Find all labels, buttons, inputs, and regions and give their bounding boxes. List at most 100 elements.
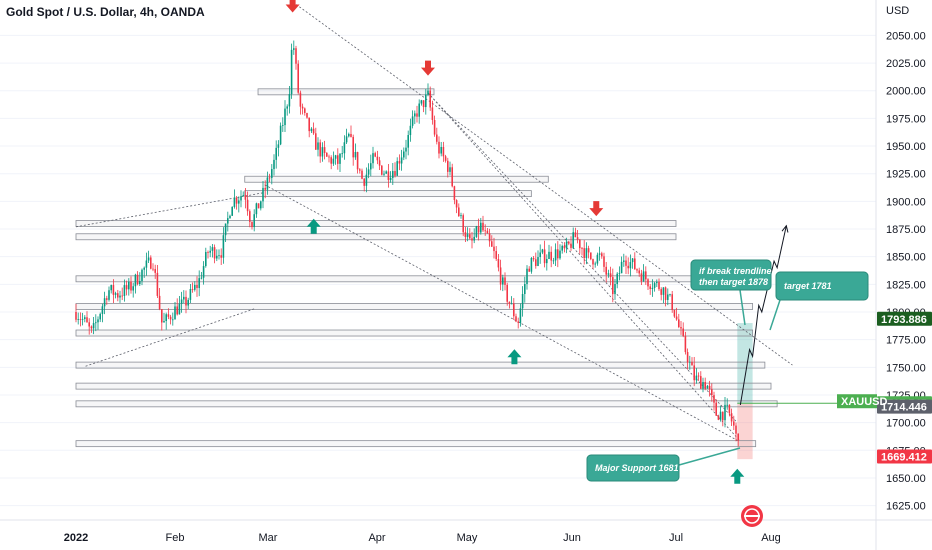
candle-body — [253, 214, 255, 228]
candle-body — [532, 258, 535, 260]
candle-body — [328, 156, 330, 158]
candle-body — [163, 321, 165, 323]
candle-body — [623, 260, 625, 262]
level-box — [244, 190, 532, 198]
candle-body — [132, 286, 134, 291]
candle-body — [106, 298, 108, 300]
candle-body — [649, 286, 651, 289]
candle-body — [130, 281, 132, 291]
candle-body — [667, 294, 669, 300]
candle-body — [101, 306, 104, 314]
candle-body — [673, 309, 676, 317]
candle-body — [286, 106, 288, 109]
candle-body — [268, 177, 271, 179]
profit-zone — [737, 323, 753, 404]
callout-pointer — [769, 299, 781, 331]
arrow-down-icon — [285, 0, 300, 13]
candle-body — [574, 232, 577, 238]
price-tag — [877, 449, 932, 464]
candle-body — [103, 298, 106, 307]
candle-body — [598, 253, 601, 255]
candle-body — [249, 211, 251, 222]
price-tick-label: 1900.00 — [886, 196, 926, 208]
candle-body — [156, 272, 159, 296]
candle-body — [546, 258, 548, 264]
candle-body — [348, 133, 350, 137]
symbol-tag — [837, 394, 877, 409]
candle-body — [572, 232, 574, 248]
candle-body — [79, 319, 82, 320]
candle-body — [675, 316, 678, 320]
candle-body — [444, 156, 447, 161]
candle-body — [77, 319, 79, 320]
candle-body — [187, 299, 189, 306]
candle-body — [704, 382, 706, 389]
callout-break-trendline: if break trendline then target 1878 — [690, 259, 772, 326]
candle-body — [183, 296, 185, 300]
candle-body — [471, 238, 473, 241]
candle-body — [537, 257, 539, 266]
candle-body — [147, 257, 150, 261]
candle-body — [414, 113, 416, 117]
price-axis[interactable]: 1625.001650.001675.001700.001725.001750.… — [886, 5, 926, 513]
time-axis[interactable]: 2022 Feb Mar Apr May Jun Jul Aug — [64, 532, 781, 544]
candle-body — [680, 327, 682, 329]
candle-body — [218, 255, 220, 257]
callout-text: Major Support 1681 — [595, 463, 679, 473]
level-box — [75, 400, 778, 408]
level-box — [75, 382, 772, 390]
candle-body — [231, 206, 233, 216]
price-tick-label: 2050.00 — [886, 30, 926, 42]
candle-body — [222, 235, 225, 258]
candle-body — [169, 316, 172, 320]
price-tick-label: 1625.00 — [886, 501, 926, 513]
candle-body — [95, 322, 97, 324]
price-tag — [877, 399, 932, 414]
trendlines — [75, 4, 793, 442]
price-tick-label: 1750.00 — [886, 362, 926, 374]
candle-body — [508, 301, 511, 304]
level-box — [244, 175, 549, 183]
candle-body — [737, 433, 739, 441]
time-tick-label: Jun — [563, 532, 581, 544]
level-box — [75, 275, 692, 283]
callout-text: if break trendline then target 1878 — [699, 266, 772, 287]
candle-body — [713, 395, 715, 403]
candle-body — [229, 215, 231, 219]
candle-body — [198, 278, 200, 289]
candle-body — [227, 218, 229, 224]
projection-line — [739, 225, 787, 406]
candle-body — [484, 230, 486, 232]
candle-body — [521, 294, 524, 309]
time-tick-label: May — [457, 532, 478, 544]
candle-body — [440, 146, 442, 154]
candle-body — [108, 290, 110, 300]
time-tick-label: Aug — [761, 532, 781, 544]
arrow-up-icon — [730, 468, 745, 484]
candle-body — [319, 142, 321, 157]
candle-body — [86, 317, 88, 323]
candle-body — [92, 323, 95, 329]
candle-body — [238, 200, 240, 204]
candle-body — [517, 321, 519, 323]
arrow-up-icon — [507, 349, 522, 365]
candle-body — [372, 153, 374, 164]
price-tick-label: 1650.00 — [886, 473, 926, 485]
candle-body — [196, 284, 198, 289]
level-box — [75, 329, 754, 337]
candle-body — [365, 174, 368, 186]
candle-body — [176, 306, 178, 315]
candle-body — [90, 326, 93, 329]
price-tag-label: 1714.446 — [881, 402, 927, 414]
candle-body — [418, 103, 420, 117]
tradingview-logo-icon[interactable] — [741, 505, 763, 527]
candle-body — [535, 259, 537, 266]
candle-body — [453, 186, 456, 201]
candle-body — [638, 270, 640, 274]
candle-body — [260, 201, 262, 209]
price-tag — [877, 311, 932, 326]
candle-body — [295, 48, 297, 64]
candle-body — [486, 230, 489, 234]
price-tick-label: 1925.00 — [886, 169, 926, 181]
